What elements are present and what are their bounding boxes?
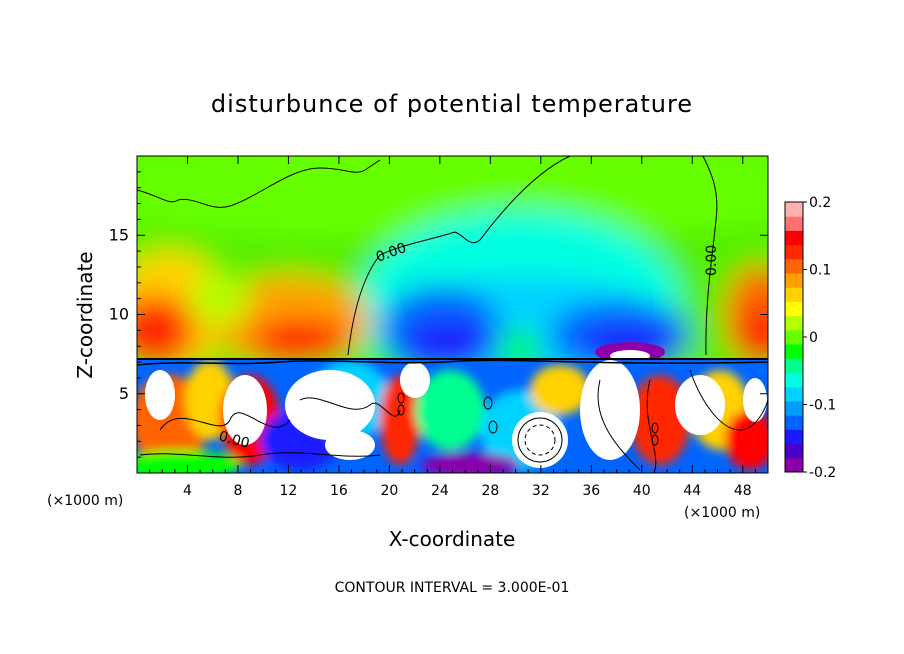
- y-axis-label: Z-coordinate: [73, 251, 97, 378]
- colorbar-swatch: [785, 301, 803, 317]
- colorbar-swatch: [785, 315, 803, 331]
- x-tick-label: 32: [532, 483, 550, 499]
- x-tick-label: 24: [431, 483, 449, 499]
- colorbar-swatch: [785, 415, 803, 430]
- zero-contour-center: [347, 155, 571, 356]
- contour-lines: [136, 155, 769, 471]
- y-axis-ticks: 5 10 15: [109, 171, 768, 458]
- colorbar-swatch: [785, 443, 803, 459]
- colorbar-swatch: [785, 244, 803, 260]
- colorbar-swatch: [785, 400, 803, 416]
- x-tick-label: 12: [280, 483, 298, 499]
- colorbar-swatch: [785, 457, 803, 473]
- colorbar-label: 0.2: [809, 195, 831, 211]
- colorbar-swatch: [785, 287, 803, 302]
- colorbar-swatch: [785, 216, 803, 231]
- colorbar-swatch: [785, 429, 803, 445]
- zero-contour-right: [702, 155, 718, 356]
- colorbar-swatch: [785, 386, 803, 402]
- x-tick-label: 28: [481, 483, 499, 499]
- heatmap-field: [137, 156, 768, 473]
- colorbar-label: 0.1: [809, 263, 831, 279]
- contour-label-lower: 0.00: [217, 428, 251, 452]
- x-tick-label: 8: [233, 483, 242, 499]
- x-unit-label-right: (×1000 m): [684, 505, 760, 521]
- colorbar-swatch: [785, 372, 803, 388]
- x-unit-label-left: (×1000 m): [47, 493, 123, 509]
- colorbar-label: -0.1: [809, 398, 836, 414]
- colorbar-swatch: [785, 344, 803, 359]
- zero-contour-top: [136, 159, 381, 208]
- x-tick-label: 36: [582, 483, 600, 499]
- contour-label-right: 0.00: [704, 245, 720, 276]
- x-axis-ticks: 4 8 12 16 20 24 28 32 36 40 44 48: [149, 156, 756, 499]
- colorbar-swatch: [785, 230, 803, 246]
- x-tick-label: 16: [330, 483, 348, 499]
- x-tick-label: 40: [633, 483, 651, 499]
- colorbar: 0.2 0.1 0 -0.1 -0.2: [784, 195, 836, 481]
- x-tick-label: 4: [183, 483, 192, 499]
- colorbar-label: -0.2: [809, 465, 836, 481]
- x-axis-label: X-coordinate: [389, 527, 516, 551]
- y-tick-label: 15: [109, 225, 129, 244]
- colorbar-swatch: [785, 273, 803, 288]
- colorbar-label: 0: [809, 330, 818, 346]
- y-tick-label: 5: [119, 384, 129, 403]
- y-tick-label: 10: [109, 305, 129, 324]
- colorbar-swatch: [785, 329, 803, 345]
- x-tick-label: 44: [683, 483, 701, 499]
- chart-title: disturbunce of potential temperature: [211, 90, 693, 118]
- x-tick-label: 48: [734, 483, 752, 499]
- colorbar-swatch: [785, 258, 803, 274]
- contour-interval-note: CONTOUR INTERVAL = 3.000E-01: [335, 580, 570, 596]
- colorbar-swatch: [785, 358, 803, 374]
- x-tick-label: 20: [380, 483, 398, 499]
- colorbar-swatch: [785, 202, 803, 217]
